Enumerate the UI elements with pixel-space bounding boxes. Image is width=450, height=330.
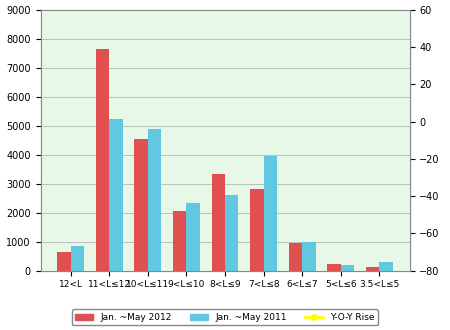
Bar (341, 265, 354, 271)
Legend: Jan. ~May 2012, Jan. ~May 2011, Y-O-Y Rise: Jan. ~May 2012, Jan. ~May 2011, Y-O-Y Ri… (72, 309, 378, 325)
Y-O-Y Rise (68, 157, 73, 161)
Bar (148, 129, 162, 271)
Y-O-Y Rise (377, 245, 382, 248)
Y-O-Y Rise (222, 69, 228, 73)
Bar (57, 252, 71, 271)
Bar (366, 267, 379, 271)
Y-O-Y Rise (261, 176, 266, 180)
Line: Y-O-Y Rise: Y-O-Y Rise (68, 34, 382, 250)
Y-O-Y Rise (145, 148, 151, 151)
Bar (96, 49, 109, 271)
Bar (379, 262, 393, 271)
Bar (186, 203, 200, 271)
Y-O-Y Rise (299, 123, 305, 127)
Bar (135, 139, 148, 271)
Bar (225, 195, 238, 271)
Bar (71, 246, 84, 271)
Bar (212, 174, 225, 271)
Bar (250, 189, 264, 271)
Y-O-Y Rise (107, 36, 112, 40)
Y-O-Y Rise (338, 92, 343, 96)
Bar (109, 118, 123, 271)
Bar (327, 264, 341, 271)
Bar (264, 156, 277, 271)
Bar (173, 211, 186, 271)
Y-O-Y Rise (184, 148, 189, 151)
Bar (288, 243, 302, 271)
Bar (302, 242, 315, 271)
